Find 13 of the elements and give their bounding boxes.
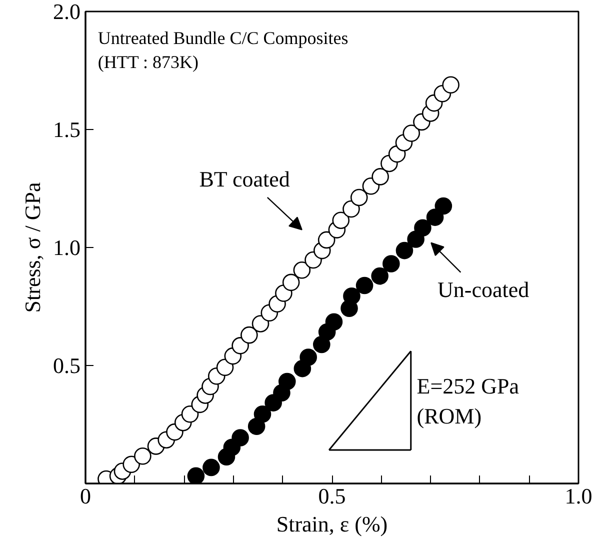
x-tick-label: 0.5 [318, 484, 346, 508]
y-tick-label: 1.5 [53, 117, 80, 142]
y-axis-title: Stress, σ / GPa [20, 182, 45, 313]
annotation: Untreated Bundle C/C Composites (HTT : 873K) [98, 28, 348, 72]
x-axis-title: Strain, ε (%) [276, 512, 388, 536]
x-tick-label: 1.0 [564, 484, 592, 508]
annotation: E=252 GPa (ROM) [416, 373, 520, 428]
y-tick-label: 2.0 [53, 0, 80, 24]
y-tick-label: 0.5 [53, 353, 80, 378]
x-tick-label: 0 [80, 484, 91, 508]
annotation: Un-coated [438, 276, 530, 302]
annotation: BT coated [199, 166, 290, 192]
y-tick-label: 1.0 [53, 235, 80, 260]
